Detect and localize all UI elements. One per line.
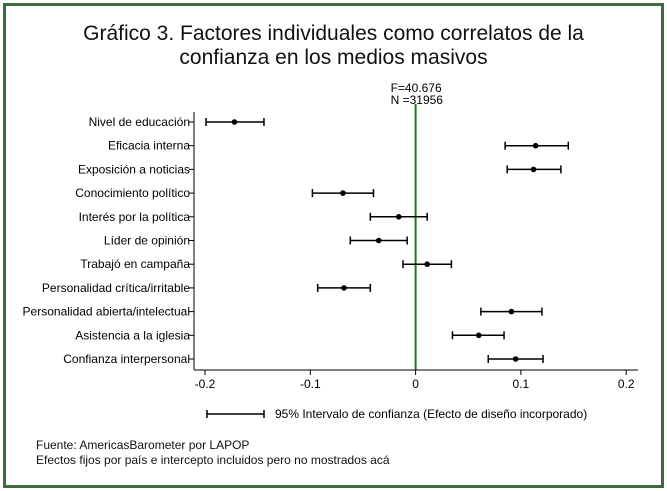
category-label: Asistencia a la iglesia [75, 328, 190, 342]
legend-label: 95% Intervalo de confianza (Efecto de di… [275, 407, 587, 421]
estimate-point [375, 237, 382, 244]
category-label: Exposición a noticias [78, 162, 190, 176]
category-label: Personalidad abierta/intelectual [23, 305, 190, 319]
x-tick-label: 0.2 [618, 377, 635, 391]
stat-label: N =31956 [391, 93, 444, 107]
estimate-point [424, 261, 430, 268]
chart-title: Gráfico 3. Factores individuales como co… [0, 22, 667, 70]
estimate-point [231, 119, 238, 125]
estimate-point [340, 190, 346, 196]
footnote-source: Fuente: AmericasBarometer por LAPOP [36, 438, 250, 452]
category-label: Conocimiento político [75, 186, 190, 200]
chart-title-line-1: Gráfico 3. Factores individuales como co… [83, 22, 584, 45]
category-label: Trabajó en campaña [80, 257, 190, 271]
category-label: Eficacia interna [108, 139, 190, 153]
footnote-fixed-effects: Efectos fijos por país e intercepto incl… [36, 453, 390, 467]
x-tick-label: -0.1 [300, 377, 321, 391]
estimate-point [341, 285, 347, 291]
category-label: Nivel de educación [89, 115, 190, 129]
figure-frame [3, 3, 664, 488]
x-tick-label: 0.1 [513, 377, 530, 391]
category-label: Líder de opinión [104, 234, 190, 248]
estimate-point [532, 142, 539, 149]
x-tick-label: 0 [412, 377, 419, 391]
category-label: Interés por la política [79, 210, 191, 224]
category-label: Personalidad crítica/irritable [42, 281, 190, 295]
estimate-point [512, 356, 519, 362]
estimate-point [508, 308, 515, 315]
category-label: Confianza interpersonal [63, 352, 190, 366]
stat-label: F=40.676 [391, 81, 442, 95]
x-tick-label: -0.2 [195, 377, 216, 391]
estimate-point [475, 332, 482, 339]
estimate-point [530, 166, 537, 173]
chart-title-line-2: confianza en los medios masivos [179, 46, 488, 69]
estimate-point [395, 214, 402, 220]
